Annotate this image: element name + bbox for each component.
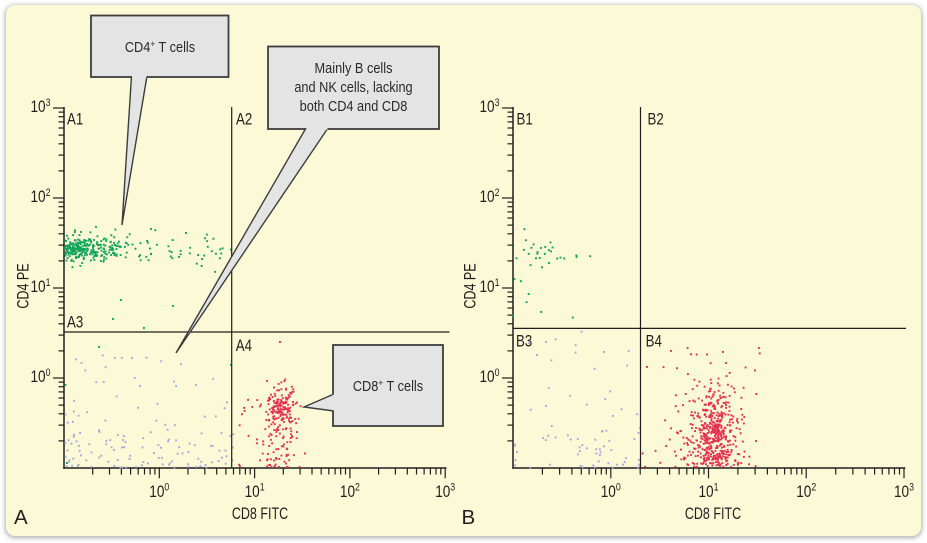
svg-text:both CD4 and CD8: both CD4 and CD8	[300, 98, 408, 114]
svg-text:100: 100	[30, 367, 50, 387]
svg-text:103: 103	[479, 97, 499, 117]
svg-text:A1: A1	[67, 110, 83, 129]
svg-text:101: 101	[245, 482, 265, 502]
svg-text:CD4+ T cells: CD4+ T cells	[125, 39, 195, 56]
svg-text:B: B	[462, 506, 476, 529]
svg-text:102: 102	[796, 482, 816, 502]
svg-text:B3: B3	[516, 332, 532, 351]
svg-text:100: 100	[601, 482, 621, 502]
svg-text:103: 103	[894, 482, 914, 502]
svg-text:A2: A2	[236, 110, 252, 129]
svg-text:101: 101	[30, 277, 50, 297]
svg-text:102: 102	[340, 482, 360, 502]
svg-text:102: 102	[479, 187, 499, 207]
svg-text:B2: B2	[648, 110, 664, 129]
svg-text:103: 103	[30, 97, 50, 117]
svg-text:102: 102	[30, 187, 50, 207]
svg-text:CD4 PE: CD4 PE	[15, 263, 33, 308]
svg-text:100: 100	[149, 482, 169, 502]
svg-text:Mainly B cells: Mainly B cells	[315, 60, 393, 76]
svg-text:CD4 PE: CD4 PE	[462, 263, 480, 308]
svg-text:A: A	[14, 506, 28, 529]
svg-text:A3: A3	[67, 313, 83, 332]
svg-text:CD8 FITC: CD8 FITC	[232, 505, 289, 523]
svg-text:A4: A4	[236, 337, 253, 356]
svg-text:B1: B1	[517, 110, 533, 129]
svg-text:101: 101	[479, 277, 499, 297]
svg-text:CD8 FITC: CD8 FITC	[685, 505, 742, 523]
svg-text:and NK cells, lacking: and NK cells, lacking	[294, 79, 412, 95]
svg-text:CD8+ T cells: CD8+ T cells	[353, 378, 423, 395]
svg-text:101: 101	[698, 482, 718, 502]
svg-text:B4: B4	[646, 332, 663, 351]
svg-text:100: 100	[479, 367, 499, 387]
svg-text:103: 103	[435, 482, 455, 502]
